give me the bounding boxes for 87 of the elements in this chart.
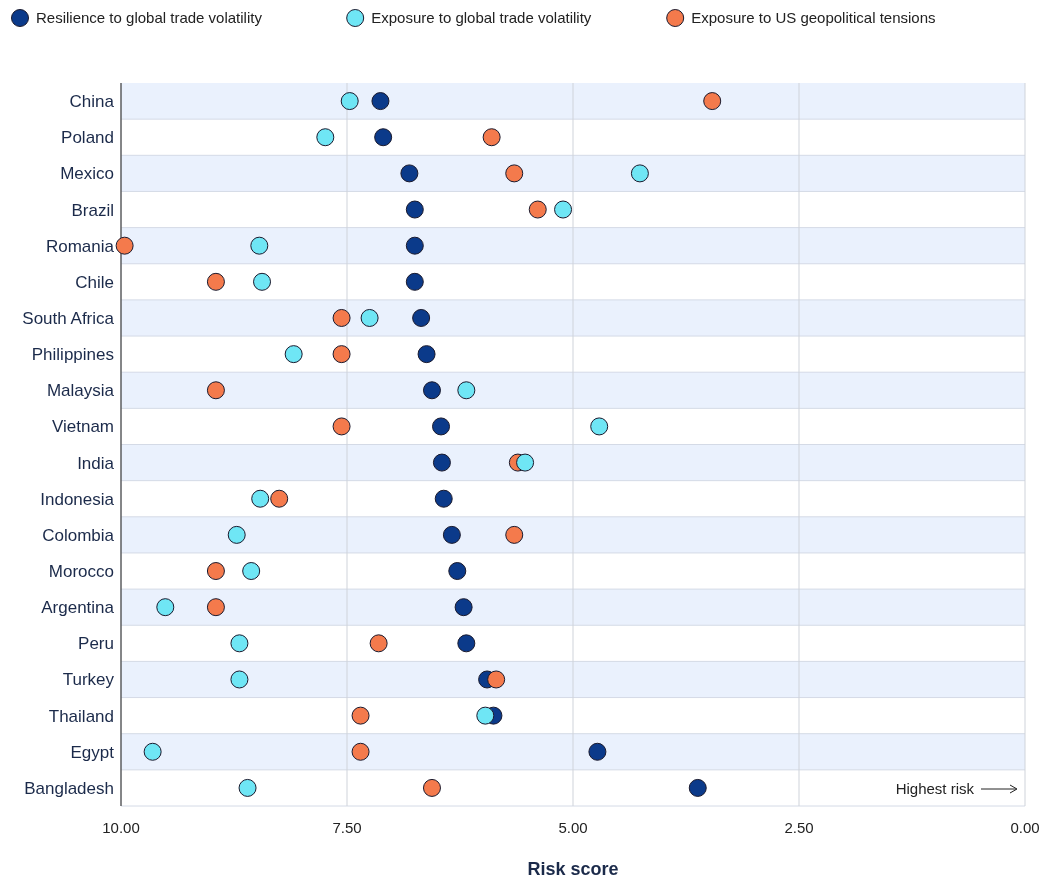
point [316, 128, 335, 147]
point [417, 345, 436, 364]
point [206, 598, 225, 617]
point [206, 272, 225, 291]
point [405, 272, 424, 291]
y-tick-label: South Africa [22, 308, 115, 328]
point [703, 92, 722, 111]
point [242, 562, 261, 581]
y-tick-label: Vietnam [51, 417, 114, 437]
point [270, 489, 289, 508]
point [442, 525, 461, 544]
y-tick-label: Morocco [48, 562, 114, 582]
point [115, 236, 134, 255]
point [250, 236, 269, 255]
point [351, 742, 370, 761]
y-tick-label: Argentina [41, 598, 115, 618]
point [432, 417, 451, 436]
point [422, 778, 441, 797]
point [156, 598, 175, 617]
y-tick-label: Malaysia [46, 381, 115, 401]
point [630, 164, 649, 183]
point [227, 525, 246, 544]
legend-label: Exposure to US geopolitical tensions [691, 9, 936, 26]
y-tick-label: Bangladesh [24, 778, 114, 798]
y-tick-label: Indonesia [40, 489, 115, 509]
point [371, 92, 390, 111]
x-tick-label: 7.50 [332, 819, 362, 836]
point [143, 742, 162, 761]
x-tick-label: 5.00 [558, 819, 588, 836]
legend-label: Exposure to global trade volatility [371, 9, 592, 26]
y-tick-label: Egypt [70, 742, 115, 762]
y-tick-label: China [69, 92, 115, 112]
y-tick-label: Philippines [31, 345, 114, 365]
y-tick-label: Mexico [60, 164, 114, 184]
y-tick-label: Turkey [62, 670, 115, 690]
point [206, 381, 225, 400]
y-tick-label: Brazil [71, 200, 114, 220]
point [434, 489, 453, 508]
point [448, 562, 467, 581]
x-tick-label: 10.00 [102, 819, 140, 836]
x-axis-title: Risk score [527, 859, 619, 879]
point [505, 164, 524, 183]
point [251, 489, 270, 508]
point [332, 345, 351, 364]
point [238, 778, 257, 797]
point [457, 381, 476, 400]
point [332, 308, 351, 327]
point [351, 706, 370, 725]
point [400, 164, 419, 183]
y-tick-label: Thailand [48, 706, 114, 726]
point [476, 706, 495, 725]
point [454, 598, 473, 617]
point [230, 634, 249, 653]
point [230, 670, 249, 689]
point [360, 308, 379, 327]
point [554, 200, 573, 219]
y-tick-label: Poland [61, 128, 114, 148]
point [528, 200, 547, 219]
point [340, 92, 359, 111]
point [374, 128, 393, 147]
point [405, 236, 424, 255]
point [412, 308, 431, 327]
y-tick-label: Peru [78, 634, 114, 654]
point [457, 634, 476, 653]
point [588, 742, 607, 761]
point [516, 453, 535, 472]
legend-label: Resilience to global trade volatility [36, 9, 263, 26]
point [590, 417, 609, 436]
annotation: Highest risk [895, 780, 975, 797]
y-tick-label: India [77, 453, 115, 473]
y-tick-label: Romania [45, 236, 115, 256]
x-tick-label: 0.00 [1010, 819, 1040, 836]
point [284, 345, 303, 364]
point [206, 562, 225, 581]
point [422, 381, 441, 400]
point [487, 670, 506, 689]
point [505, 525, 524, 544]
y-tick-label: Colombia [42, 525, 115, 545]
x-tick-label: 2.50 [784, 819, 814, 836]
point [369, 634, 388, 653]
y-tick-label: Chile [75, 272, 114, 292]
point [432, 453, 451, 472]
point [253, 272, 272, 291]
point [405, 200, 424, 219]
point [332, 417, 351, 436]
point [688, 778, 707, 797]
point [482, 128, 501, 147]
